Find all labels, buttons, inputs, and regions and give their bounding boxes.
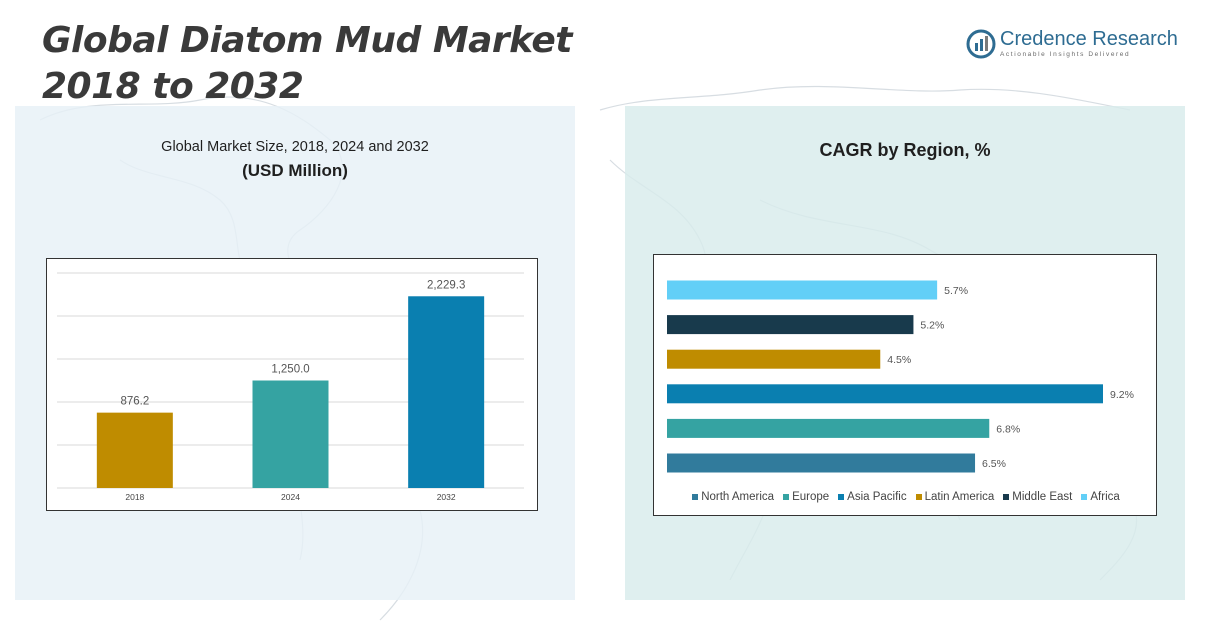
x-tick-label: 2024 [281,492,300,502]
market-size-unit: (USD Million) [242,161,348,180]
legend-item: Asia Pacific [838,491,907,503]
logo-name: Credence Research [1000,28,1178,50]
cagr-legend: North America Europe Asia Pacific Latin Ame… [654,491,1158,503]
data-label: 4.5% [887,354,911,366]
credence-logo-icon [966,29,996,59]
data-label: 876.2 [120,396,149,408]
bar-2032 [408,296,485,488]
cagr-chart: 5.7% 5.2% 4.5% 9.2% 6.8% 6.5% North America Eu… [653,254,1157,516]
legend-label: Africa [1090,491,1120,503]
legend-item: Middle East [1003,491,1072,503]
legend-swatch [1081,494,1088,500]
legend-swatch [838,494,845,500]
market-size-chart: 876.2 2018 1,250.0 2024 2,229.3 2032 [46,258,538,511]
data-label: 6.8% [996,423,1020,435]
data-label: 6.5% [982,458,1006,470]
data-label: 9.2% [1110,389,1134,401]
legend-item: Latin America [915,491,995,503]
legend-swatch [783,494,790,500]
legend-label: Latin America [924,491,995,503]
bar-latin-america [667,349,881,369]
cagr-title: CAGR by Region, % [819,140,991,160]
page-title: Global Diatom Mud Market 2018 to 2032 [42,18,572,110]
legend-label: Europe [792,491,830,503]
bar-asia-pacific [667,384,1103,404]
title-line-2: 2018 to 2032 [42,66,304,107]
legend-label: Middle East [1012,491,1073,503]
bar-2018 [96,412,173,488]
x-tick-label: 2018 [125,492,144,502]
bar-2024 [252,380,329,488]
legend-swatch [915,494,922,500]
brand-logo: Credence Research Actionable Insights De… [966,28,1178,62]
bar-africa [667,280,938,300]
market-size-chart-svg: 876.2 2018 1,250.0 2024 2,229.3 2032 [57,272,524,502]
legend-item: Africa [1081,491,1120,503]
data-label: 2,229.3 [427,279,465,291]
bar-middle-east [667,315,914,335]
logo-tagline: Actionable Insights Delivered [1000,51,1131,58]
legend-item: Europe [783,491,829,503]
data-label: 5.7% [944,285,968,297]
bar-europe [667,418,990,438]
cagr-panel: CAGR by Region, % 5.7% 5.2% 4.5% 9.2% 6.8% 6.… [625,106,1185,600]
market-size-panel: Global Market Size, 2018, 2024 and 2032 … [15,106,575,600]
x-tick-label: 2032 [437,492,456,502]
data-label: 5.2% [920,320,944,332]
market-size-subtitle: Global Market Size, 2018, 2024 and 2032 [161,139,429,155]
cagr-chart-svg: 5.7% 5.2% 4.5% 9.2% 6.8% 6.5% [667,280,1134,473]
title-line-1: Global Diatom Mud Market [42,20,572,61]
legend-label: North America [701,491,775,503]
data-label: 1,250.0 [271,364,309,376]
legend-swatch [692,494,699,500]
legend-swatch [1003,494,1010,500]
legend-item: North America [692,491,774,503]
bar-north-america [667,453,976,473]
legend-label: Asia Pacific [847,491,907,503]
